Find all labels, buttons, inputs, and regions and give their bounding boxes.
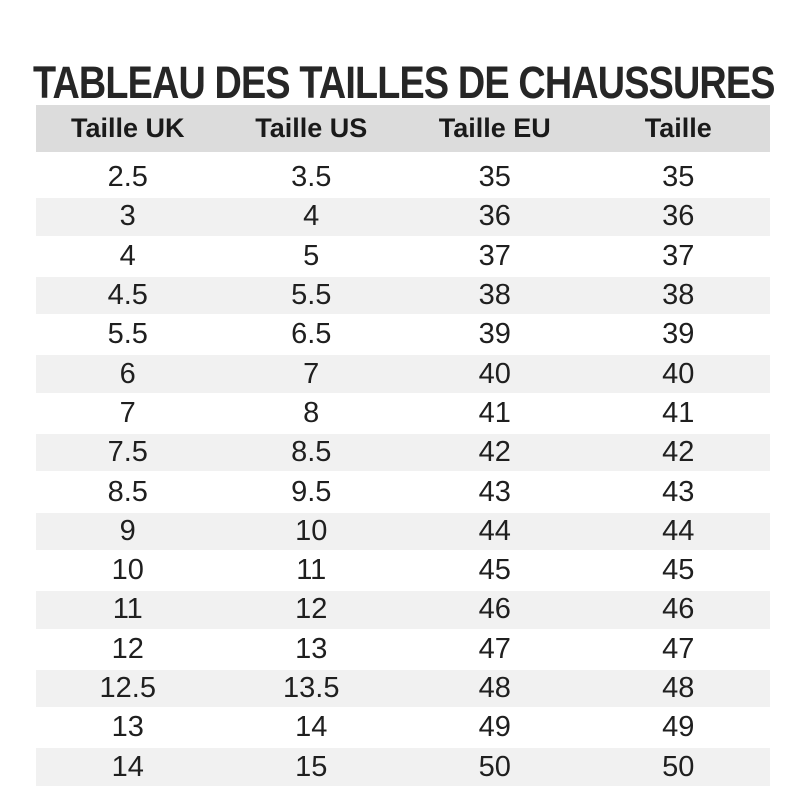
table-row: 14 15 50 50 (36, 747, 770, 787)
header-cell-taille: Taille (644, 113, 712, 143)
size-cell: 4 (303, 200, 320, 233)
size-cell: 44 (662, 514, 695, 547)
size-cell: 41 (662, 396, 695, 429)
size-cell: 10 (295, 514, 328, 547)
size-cell: 46 (662, 593, 695, 626)
size-cell: 37 (662, 239, 695, 272)
size-cell: 38 (478, 279, 511, 312)
table-body: 2.5 3.5 35 35 3 4 36 36 4 5 37 37 4.5 5.5 38 38 5.5 6.5 39… (36, 158, 770, 787)
size-cell: 47 (662, 632, 695, 665)
size-cell: 6 (119, 357, 136, 390)
size-cell: 13 (111, 711, 144, 744)
size-cell: 44 (478, 514, 511, 547)
size-cell: 2.5 (107, 161, 148, 194)
page-title: TABLEAU DES TAILLES DE CHAUSSURES (33, 57, 775, 109)
size-cell: 9.5 (291, 475, 332, 508)
table-row: 11 12 46 46 (36, 590, 770, 630)
size-cell: 9 (119, 514, 136, 547)
size-cell: 11 (296, 554, 327, 587)
size-cell: 37 (478, 239, 511, 272)
size-cell: 40 (662, 357, 695, 390)
size-cell: 36 (662, 200, 695, 233)
size-cell: 47 (478, 632, 511, 665)
table-row: 13 14 49 49 (36, 708, 770, 747)
size-cell: 36 (478, 200, 511, 233)
size-cell: 40 (478, 357, 511, 390)
size-cell: 8.5 (107, 475, 148, 508)
size-cell: 7 (303, 357, 320, 390)
size-cell: 13 (295, 632, 328, 665)
size-cell: 35 (662, 161, 695, 194)
size-cell: 8 (303, 396, 320, 429)
size-cell: 12 (295, 593, 328, 626)
table-header-row: Taille UK Taille US Taille EU Taille (36, 105, 770, 152)
size-cell: 43 (662, 475, 695, 508)
size-cell: 48 (662, 672, 695, 704)
size-cell: 45 (478, 554, 511, 587)
size-cell: 50 (478, 750, 511, 783)
size-cell: 45 (662, 554, 695, 587)
size-table: Taille UK Taille US Taille EU Taille 2.5… (36, 105, 770, 787)
size-cell: 7 (119, 396, 136, 429)
size-cell: 3.5 (291, 161, 332, 194)
size-cell: 3 (119, 200, 136, 233)
size-cell: 41 (478, 396, 511, 429)
size-cell: 43 (478, 475, 511, 508)
table-row: 4 5 37 37 (36, 237, 770, 276)
size-cell: 7.5 (107, 436, 148, 469)
size-cell: 49 (662, 711, 695, 744)
size-cell: 10 (111, 554, 144, 587)
size-cell: 5 (303, 239, 320, 272)
size-cell: 48 (478, 672, 511, 704)
size-cell: 42 (478, 436, 511, 469)
table-row: 3 4 36 36 (36, 197, 770, 237)
table-row: 7 8 41 41 (36, 394, 770, 433)
size-cell: 12 (111, 632, 144, 665)
size-cell: 38 (662, 279, 695, 312)
size-cell: 4.5 (107, 279, 148, 312)
size-cell: 6.5 (291, 318, 332, 351)
table-row: 6 7 40 40 (36, 354, 770, 394)
header-cell-taille-eu: Taille EU (438, 113, 551, 143)
table-row: 8.5 9.5 43 43 (36, 472, 770, 511)
size-cell: 8.5 (291, 436, 332, 469)
size-cell: 5.5 (291, 279, 332, 312)
table-row: 5.5 6.5 39 39 (36, 315, 770, 354)
size-cell: 13.5 (283, 672, 340, 704)
size-cell: 49 (478, 711, 511, 744)
size-cell: 35 (478, 161, 511, 194)
size-cell: 50 (662, 750, 695, 783)
size-cell: 39 (478, 318, 511, 351)
header-cell-taille-us: Taille US (255, 113, 368, 143)
size-cell: 11 (112, 593, 143, 626)
table-row: 10 11 45 45 (36, 551, 770, 590)
size-cell: 14 (111, 750, 144, 783)
table-row: 12.5 13.5 48 48 (36, 668, 770, 709)
size-cell: 46 (478, 593, 511, 626)
table-row: 7.5 8.5 42 42 (36, 433, 770, 473)
table-row: 4.5 5.5 38 38 (36, 275, 770, 316)
table-row: 9 10 44 44 (36, 511, 770, 551)
table-row: 2.5 3.5 35 35 (36, 158, 770, 197)
size-cell: 15 (295, 750, 328, 783)
header-cell-taille-uk: Taille UK (70, 113, 185, 143)
table-row: 12 13 47 47 (36, 630, 770, 669)
size-cell: 39 (662, 318, 695, 351)
size-cell: 42 (662, 436, 695, 469)
size-cell: 14 (295, 711, 328, 744)
size-cell: 4 (119, 239, 136, 272)
size-cell: 5.5 (107, 318, 148, 351)
size-cell: 12.5 (99, 672, 156, 704)
